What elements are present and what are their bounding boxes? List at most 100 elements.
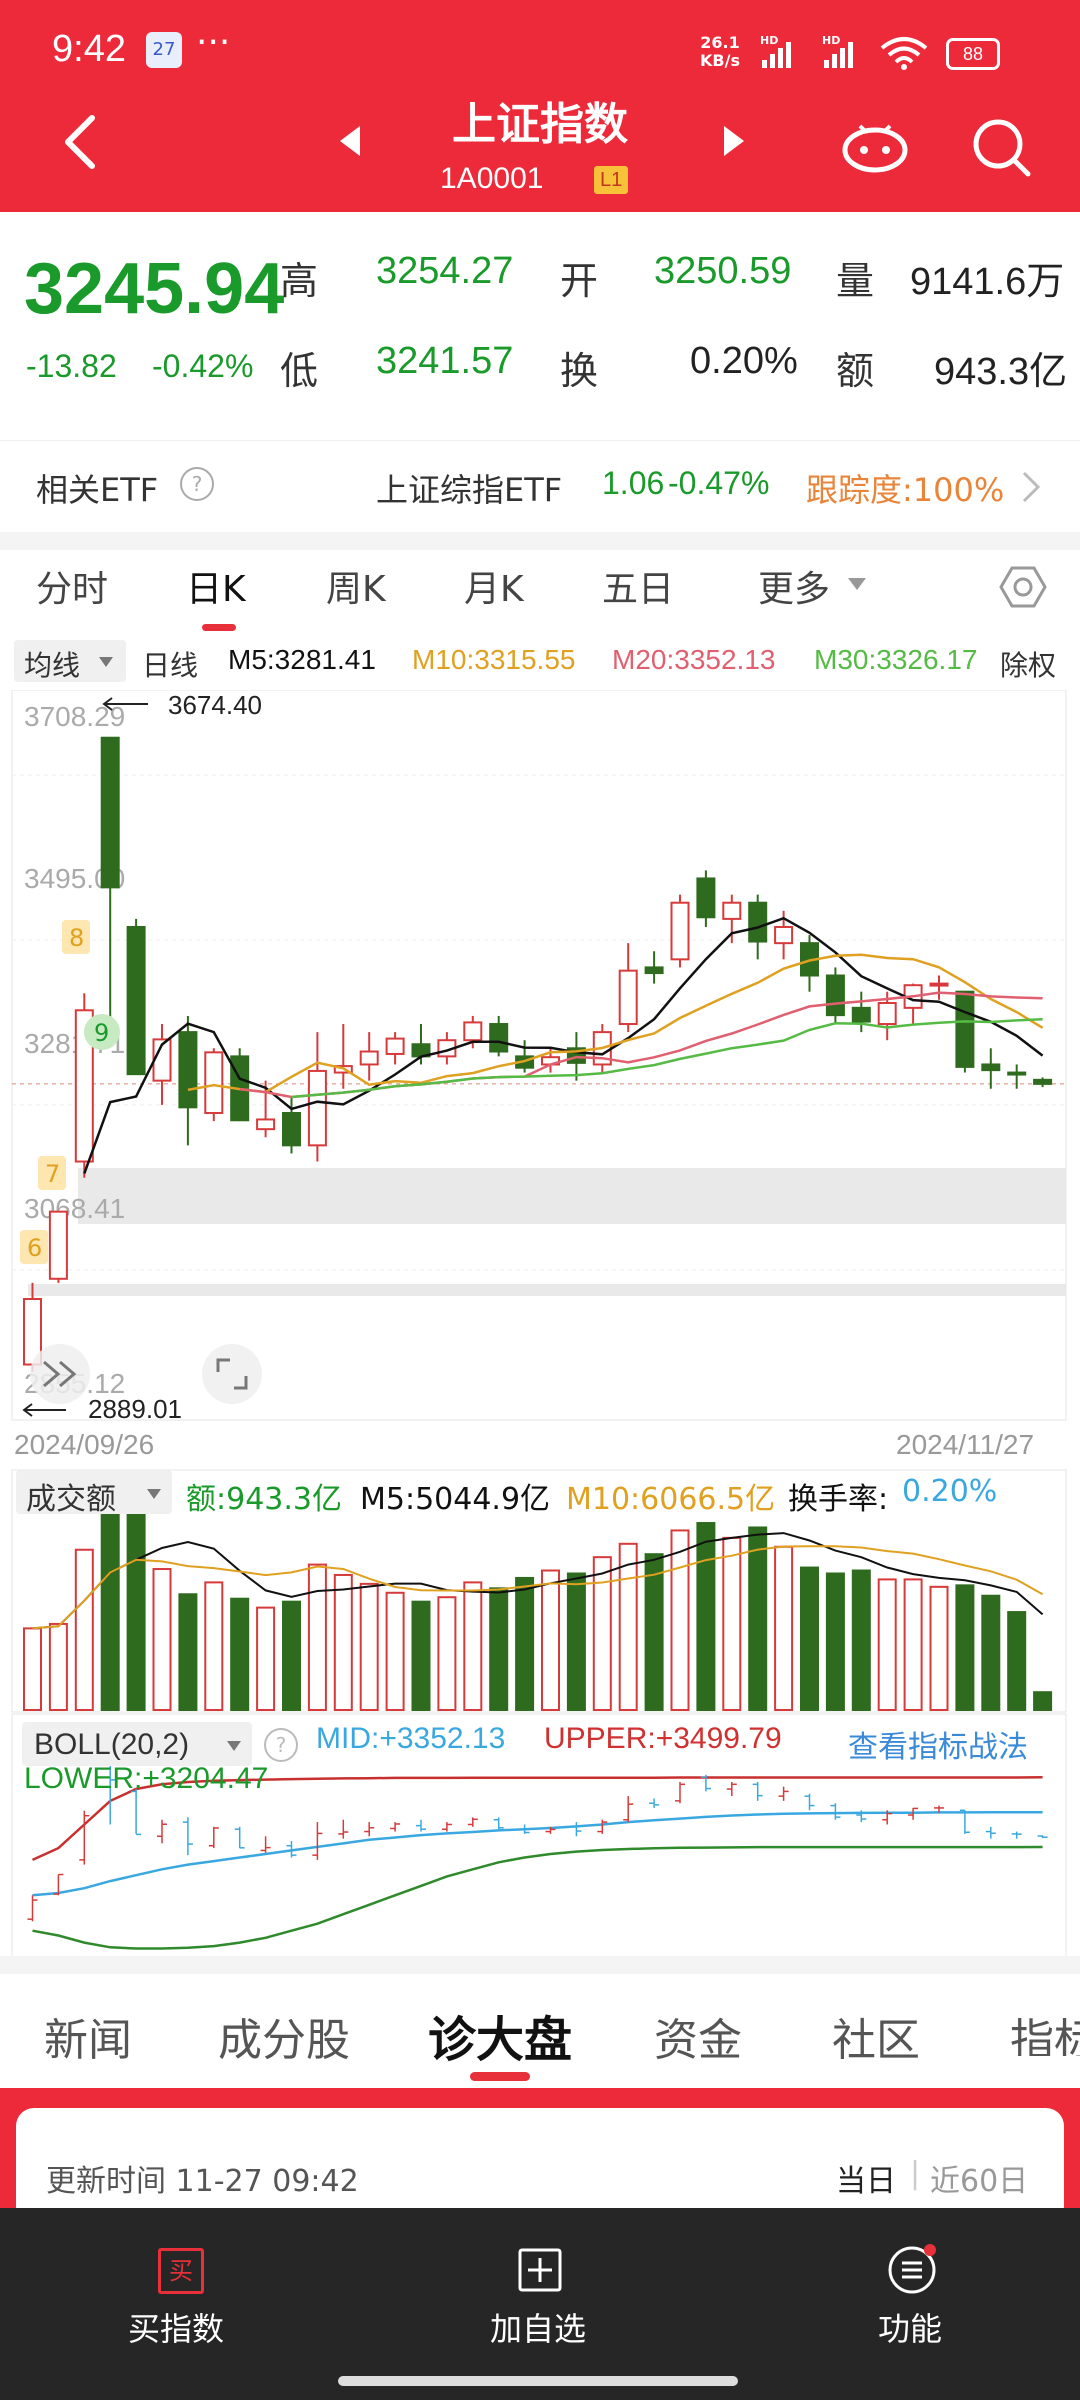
volume-bar xyxy=(722,1536,742,1711)
functions-button[interactable]: 功能 xyxy=(852,2228,972,2348)
bottom-action-bar: 买 买指数 加自选 功能 xyxy=(0,2208,1080,2400)
tab-indicators: 指标 xyxy=(1010,2015,1080,2056)
volume-bar xyxy=(23,1627,42,1711)
dropdown-triangle-icon xyxy=(147,1489,161,1499)
boll-indicator-select[interactable]: BOLL(20,2) xyxy=(22,1722,252,1766)
prev-triangle-icon[interactable] xyxy=(338,124,364,158)
volume-bar xyxy=(748,1526,768,1712)
volume-m5-line xyxy=(32,1532,1044,1630)
home-indicator[interactable] xyxy=(338,2376,738,2386)
back-arrow-icon[interactable] xyxy=(60,114,100,170)
ma30-value: M30:3326.17 xyxy=(814,644,978,675)
kline-chart[interactable]: 3708.29 3495.00 3281.71 3068.41 2855.12 … xyxy=(8,690,1072,1960)
tab-funds[interactable]: 资金 xyxy=(654,2015,742,2066)
add-square-icon xyxy=(518,2248,562,2292)
candle-body xyxy=(178,1031,198,1109)
tab-constituents[interactable]: 成分股 xyxy=(218,2015,350,2066)
tab-diagnosis[interactable]: 诊大盘 xyxy=(428,2012,573,2068)
next-triangle-icon[interactable] xyxy=(720,124,746,158)
robot-icon[interactable] xyxy=(840,118,910,174)
indicator-strategy-link[interactable]: 查看指标战法 xyxy=(848,1730,1028,1765)
today-toggle[interactable]: 当日 xyxy=(836,2164,896,2199)
buy-index-button[interactable]: 买 买指数 xyxy=(118,2228,238,2348)
notification-dot xyxy=(924,2244,936,2256)
volume-bar xyxy=(204,1581,224,1711)
buy-label: 买指数 xyxy=(128,2310,225,2348)
dropdown-triangle-icon xyxy=(227,1741,241,1751)
price-gap-zone-2 xyxy=(28,1284,1066,1296)
settings-icon[interactable] xyxy=(998,562,1048,612)
end-date: 2024/11/27 xyxy=(896,1429,1034,1460)
volume-indicator-select[interactable]: 成交额 xyxy=(16,1470,172,1517)
fullscreen-button[interactable] xyxy=(202,1344,262,1404)
help-icon[interactable]: ? xyxy=(264,1728,298,1762)
buy-icon: 买 xyxy=(158,2248,204,2294)
app-header: 9:42 27 ··· 26.1 KB/s HD HD 88 上证指数 1A00… xyxy=(0,0,1080,212)
net-speed: 26.1 KB/s xyxy=(700,34,740,70)
seq-badge-7 xyxy=(38,1156,66,1190)
volume-bar xyxy=(955,1584,975,1712)
low-marker: 2889.01 xyxy=(88,1394,182,1424)
ex-rights-toggle[interactable]: 除权 xyxy=(1000,649,1057,682)
tab-monthly-k[interactable]: 月K xyxy=(464,569,524,610)
volume-bar xyxy=(515,1576,535,1711)
tab-weekly-k[interactable]: 周K xyxy=(326,569,386,610)
etf-name: 上证综指ETF xyxy=(376,471,563,509)
index-code: 1A0001 xyxy=(440,162,544,195)
volume-bar xyxy=(696,1522,716,1712)
volume-bar xyxy=(592,1556,612,1712)
candle-body xyxy=(851,1006,871,1023)
volume-bar xyxy=(800,1566,819,1712)
high-marker-arrow xyxy=(102,697,148,711)
level-badge: L1 xyxy=(594,166,629,194)
volume-bar xyxy=(437,1596,457,1712)
tab-five-day[interactable]: 五日 xyxy=(602,569,675,610)
double-chevron-icon xyxy=(43,1360,77,1388)
badge-7: 7 xyxy=(45,1160,60,1188)
badge-6: 6 xyxy=(27,1234,42,1262)
chevron-right-icon xyxy=(1022,471,1041,503)
volume-bar xyxy=(307,1563,327,1711)
candle-body xyxy=(282,1111,301,1147)
candle-body xyxy=(748,901,768,943)
tab-more[interactable]: 更多 xyxy=(758,569,831,610)
etf-price: 1.06 xyxy=(602,465,665,501)
candle-body xyxy=(463,1021,483,1042)
boll-lines xyxy=(27,1735,1048,1950)
amount-label: 额 xyxy=(836,349,875,393)
volume-bar xyxy=(774,1545,794,1711)
divider xyxy=(0,1956,1080,1974)
battery-icon: 88 xyxy=(946,38,1000,70)
seq-badge-6 xyxy=(20,1230,48,1264)
add-watchlist-button[interactable]: 加自选 xyxy=(480,2228,600,2348)
price-gap-zone xyxy=(78,1168,1066,1224)
price-change-pct: -0.42% xyxy=(152,348,254,384)
low-marker-arrow xyxy=(22,1403,66,1417)
tab-indicators-clip[interactable]: 指标 xyxy=(1010,2004,1080,2056)
candle-body xyxy=(981,1063,1001,1072)
toggle-separator: | xyxy=(910,2156,921,2191)
volume-panel xyxy=(11,1469,1067,1713)
candle-body xyxy=(618,969,638,1026)
turnover-rate-label: 换手率: xyxy=(788,1482,889,1517)
sixty-day-toggle[interactable]: 近60日 xyxy=(930,2164,1029,2199)
volume-bar xyxy=(463,1581,483,1711)
tab-intraday[interactable]: 分时 xyxy=(36,569,109,610)
volume-bar xyxy=(618,1542,638,1711)
open-value: 3250.59 xyxy=(654,250,792,292)
ma-type-select[interactable]: 均线 xyxy=(14,640,126,682)
tab-community[interactable]: 社区 xyxy=(832,2015,920,2066)
search-icon[interactable] xyxy=(970,116,1034,180)
volume-bar xyxy=(282,1600,301,1712)
volume-bar xyxy=(48,1622,68,1711)
high-value: 3254.27 xyxy=(376,250,514,292)
candle-body xyxy=(722,901,742,920)
etf-row[interactable]: 相关ETF ? 上证综指ETF 1.06 -0.47% 跟踪度:100% xyxy=(0,440,1080,533)
tab-active-indicator xyxy=(202,624,236,631)
open-label: 开 xyxy=(560,259,599,303)
tab-news[interactable]: 新闻 xyxy=(44,2015,132,2066)
help-icon[interactable]: ? xyxy=(180,467,214,501)
ma5-line xyxy=(83,916,1044,1175)
tab-daily-k[interactable]: 日K xyxy=(186,569,246,610)
boll-mid: MID:+3352.13 xyxy=(316,1722,506,1755)
